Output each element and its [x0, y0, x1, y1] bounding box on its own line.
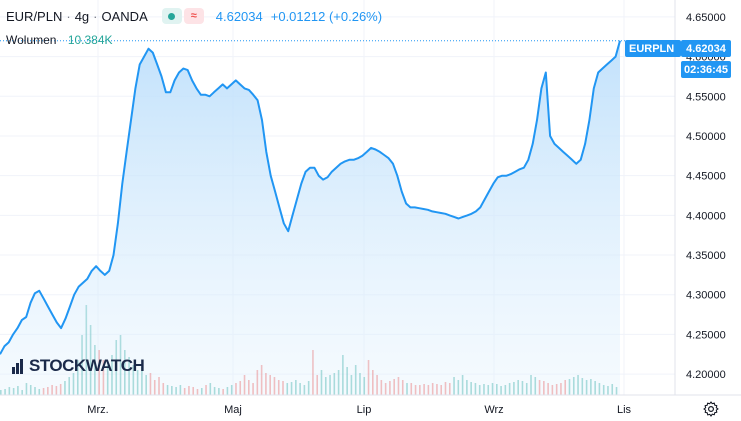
settings-gear-icon[interactable] — [702, 400, 720, 418]
volume-label: Wolumen — [6, 33, 57, 47]
x-tick-label: Wrz — [484, 404, 503, 416]
price-line — [0, 40, 621, 355]
y-tick-label: 4.55000 — [686, 91, 726, 103]
x-tick-label: Mrz. — [87, 404, 108, 416]
last-price-tag: 4.62034 — [681, 40, 731, 57]
last-value: 4.62034 — [215, 8, 263, 24]
y-tick-label: 4.25000 — [686, 329, 726, 341]
y-tick-label: 4.35000 — [686, 250, 726, 262]
time-axis: Mrz. Maj Lip Wrz Lis — [87, 404, 631, 416]
volume-legend[interactable]: Wolumen 10.384K — [6, 33, 113, 47]
stockwatch-logo: STOCKWATCH — [12, 356, 145, 376]
market-status-icon[interactable] — [161, 8, 182, 24]
interval-label: 4g — [74, 8, 90, 24]
x-tick-label: Lip — [357, 404, 372, 416]
price-change: +0.01212 (+0.26%) — [270, 8, 383, 24]
logo-text: STOCKWATCH — [29, 356, 145, 375]
y-tick-label: 4.40000 — [686, 210, 726, 222]
y-tick-label: 4.50000 — [686, 131, 726, 143]
symbol-name: EUR/PLN — [6, 8, 63, 24]
countdown-tag: 02:36:45 — [681, 61, 731, 78]
source-label: OANDA — [101, 8, 148, 24]
x-tick-label: Lis — [617, 404, 632, 416]
legend-indicators: ≈ — [161, 8, 204, 24]
y-tick-label: 4.30000 — [686, 290, 726, 302]
y-tick-label: 4.45000 — [686, 171, 726, 183]
logo-bars-icon — [12, 358, 26, 374]
x-tick-label: Maj — [224, 404, 242, 416]
price-area-fill — [0, 40, 620, 395]
y-tick-label: 4.20000 — [686, 369, 726, 381]
volume-value: 10.384K — [67, 33, 113, 47]
delayed-data-icon[interactable]: ≈ — [183, 8, 204, 24]
symbol-price-tag: EURPLN — [625, 40, 681, 57]
y-tick-label: 4.65000 — [686, 12, 726, 24]
legend-separator: · — [93, 8, 98, 24]
symbol-legend[interactable]: EUR/PLN · 4g · OANDA ≈ 4.62034 +0.01212 … — [6, 8, 382, 24]
legend-separator: · — [66, 8, 71, 24]
